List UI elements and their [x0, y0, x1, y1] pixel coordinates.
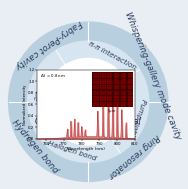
- Circle shape: [8, 22, 168, 181]
- Text: Whispering-gallery mode cavity: Whispering-gallery mode cavity: [123, 10, 183, 141]
- Text: Hydrogen bond: Hydrogen bond: [10, 118, 59, 175]
- Text: π-π interaction: π-π interaction: [88, 41, 137, 71]
- Text: Fabry-Perot cavity: Fabry-Perot cavity: [13, 18, 83, 70]
- Circle shape: [45, 58, 131, 145]
- Circle shape: [28, 41, 149, 162]
- Text: Organic micro/nanocrystal
lasers: Organic micro/nanocrystal lasers: [35, 117, 141, 136]
- Text: Halogen bond: Halogen bond: [47, 140, 97, 162]
- Text: Ring resonator: Ring resonator: [106, 132, 161, 179]
- Text: Pin hole: Pin hole: [31, 72, 46, 101]
- Text: Pump light: Pump light: [129, 98, 147, 137]
